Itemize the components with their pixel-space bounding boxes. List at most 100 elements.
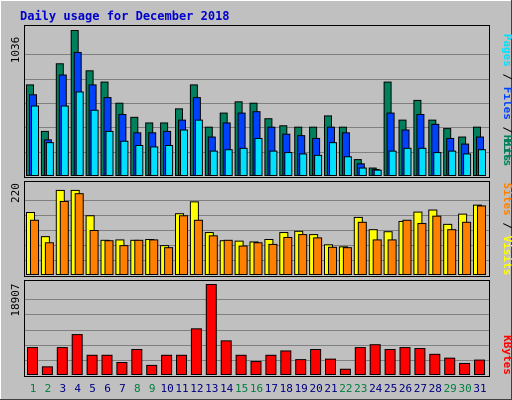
- sites-bar: [432, 215, 442, 276]
- day-label: 5: [89, 382, 96, 395]
- kbytes-bar: [250, 361, 262, 375]
- day-label: 18: [280, 382, 293, 395]
- day-label: 3: [59, 382, 66, 395]
- day-label: 23: [354, 382, 367, 395]
- pages-bar: [60, 105, 69, 176]
- sites-bar: [447, 229, 457, 276]
- day-label: 6: [104, 382, 111, 395]
- pages-bar: [75, 91, 84, 176]
- sites-bar: [89, 230, 99, 275]
- sites-bar: [74, 193, 84, 276]
- day-label: 2: [45, 382, 52, 395]
- sites-bar: [298, 234, 308, 276]
- legend-sep-2: /: [501, 120, 512, 140]
- pages-bar: [418, 147, 427, 176]
- sites-bar: [313, 237, 323, 275]
- kbytes-bar: [205, 284, 217, 375]
- pages-bar: [388, 150, 397, 177]
- legend-sep-3: /: [501, 216, 512, 236]
- kbytes-bar: [235, 354, 247, 376]
- pages-bar: [254, 137, 263, 177]
- legend-sep-1: /: [501, 67, 512, 87]
- day-label: 26: [399, 382, 412, 395]
- day-label: 31: [473, 382, 486, 395]
- legend-kbytes: KBytes: [501, 335, 512, 375]
- sites-bar: [268, 243, 278, 275]
- kbytes-bar: [325, 358, 336, 375]
- pages-bar: [403, 147, 412, 176]
- day-label: 13: [205, 382, 218, 395]
- kbytes-bar: [161, 354, 173, 376]
- sites-bar: [462, 221, 472, 275]
- pages-bar: [105, 130, 114, 176]
- day-label: 27: [414, 382, 427, 395]
- pages-bar: [478, 149, 486, 176]
- sites-bar: [223, 239, 233, 275]
- day-label: 8: [134, 382, 141, 395]
- pages-bar: [120, 140, 129, 176]
- day-label: 30: [458, 382, 471, 395]
- kbytes-bar: [369, 344, 381, 375]
- kbytes-bar: [295, 359, 307, 376]
- pages-bar: [358, 167, 367, 177]
- kbytes-bar: [27, 347, 38, 375]
- day-label: 29: [444, 382, 457, 395]
- pages-bar: [343, 156, 352, 176]
- sites-bar: [44, 242, 54, 275]
- kbytes-bar: [56, 347, 68, 375]
- day-label: 4: [74, 382, 81, 395]
- sites-bar: [342, 247, 352, 276]
- sites-bar: [104, 240, 114, 276]
- pages-bar: [314, 154, 323, 177]
- pages-bar: [433, 152, 442, 176]
- sites-bar: [179, 215, 188, 275]
- sites-bar: [119, 245, 129, 276]
- kbytes-bar: [310, 349, 322, 375]
- legend-hits: Hits: [501, 135, 512, 162]
- kbytes-bar: [474, 359, 485, 375]
- legend-sites: Sites: [501, 183, 512, 216]
- svg-text:Sites / Visits: Sites / Visits: [501, 183, 512, 276]
- day-label: 21: [324, 382, 337, 395]
- sites-bar: [208, 235, 218, 275]
- pages-bar: [224, 149, 233, 176]
- day-label: 20: [309, 382, 322, 395]
- kbytes-bar: [399, 347, 411, 375]
- legend-pages: Pages: [501, 34, 512, 67]
- day-label: 17: [265, 382, 278, 395]
- day-label: 11: [175, 382, 188, 395]
- day-label: 24: [369, 382, 383, 395]
- pages-bar: [329, 142, 337, 177]
- sites-bar: [283, 236, 293, 275]
- sites-bar: [134, 239, 144, 275]
- sites-bar: [387, 239, 397, 275]
- legend-hits-2: Hits: [501, 140, 512, 167]
- sites-bar: [477, 205, 486, 275]
- day-label: 9: [149, 382, 156, 395]
- kbytes-bar: [176, 354, 187, 376]
- pages-bar: [373, 169, 382, 176]
- pages-bar: [165, 144, 174, 176]
- kbytes-bar: [101, 354, 113, 376]
- day-label: 12: [190, 382, 203, 395]
- sites-bar: [149, 239, 159, 275]
- sites-bar: [357, 221, 367, 275]
- day-label: 28: [429, 382, 442, 395]
- pages-bar: [284, 152, 293, 176]
- pages-bar: [239, 147, 248, 176]
- day-label: 19: [295, 382, 308, 395]
- kbytes-ymax-label: 18907: [9, 283, 22, 316]
- day-label: 16: [250, 382, 263, 395]
- kbytes-bar: [280, 350, 292, 375]
- day-label: 25: [384, 382, 397, 395]
- chart-title: Daily usage for December 2018: [20, 9, 230, 23]
- svg-text:Hits: Hits: [501, 135, 512, 162]
- kbytes-bar: [459, 362, 471, 375]
- pages-bar: [180, 129, 188, 176]
- kbytes-bar: [116, 362, 128, 376]
- kbytes-bar: [339, 368, 351, 376]
- sites-bar: [402, 219, 412, 275]
- sites-bar: [238, 245, 248, 276]
- kbytes-bar: [265, 354, 277, 376]
